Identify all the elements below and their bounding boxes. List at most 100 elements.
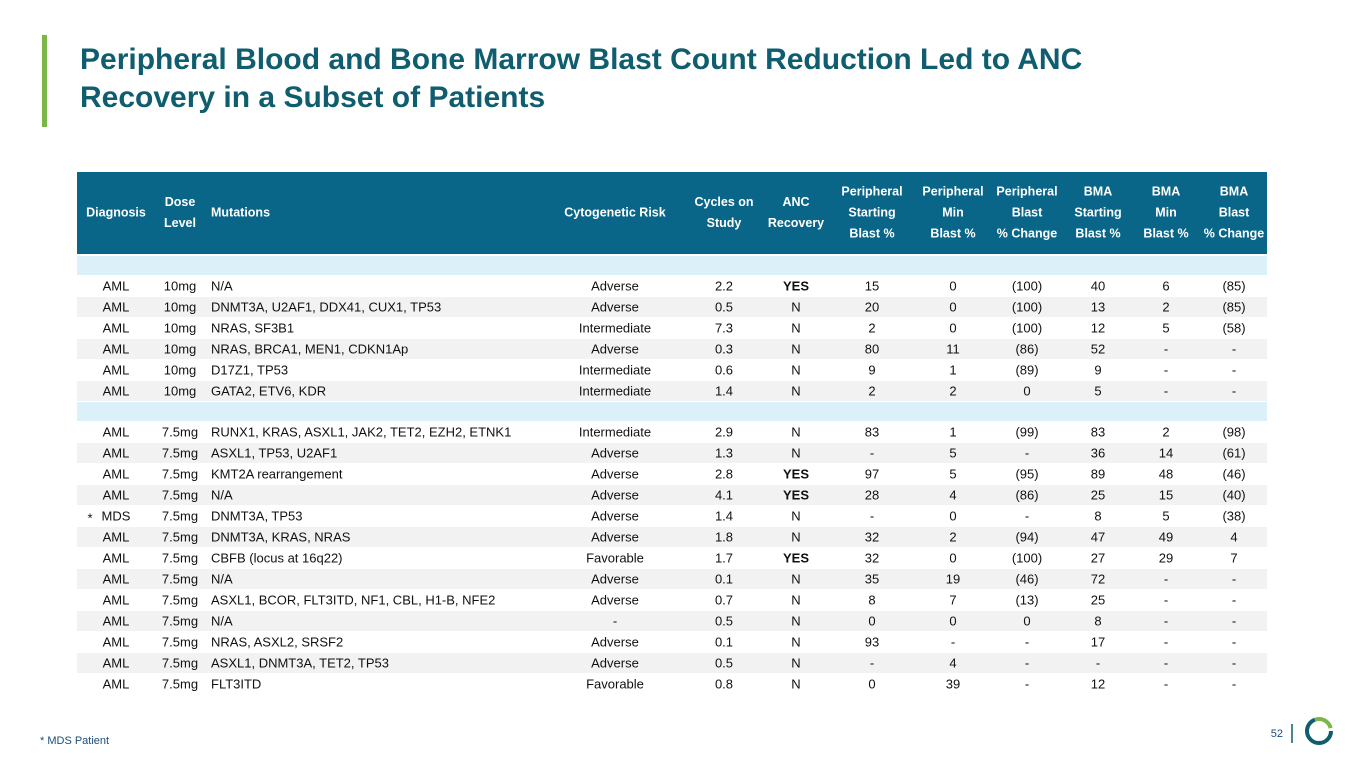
table-cell: Adverse [591, 655, 639, 670]
table-cell: 8 [868, 592, 875, 607]
table-cell: 1 [949, 362, 956, 377]
table-cell: N/A [211, 278, 233, 293]
row-shade [77, 485, 1267, 505]
table-cell: 83 [865, 424, 879, 439]
table-cell: N/A [211, 487, 233, 502]
table-cell: 47 [1091, 529, 1105, 544]
table-cell: YES [783, 278, 809, 293]
table-cell: 40 [1091, 278, 1105, 293]
column-header: Level [164, 216, 196, 230]
table-cell: AML [103, 655, 130, 670]
table-cell: 36 [1091, 445, 1105, 460]
table-cell: Intermediate [579, 383, 651, 398]
table-cell: 10mg [164, 320, 197, 335]
table-cell: - [1164, 676, 1168, 691]
table-cell: - [951, 634, 955, 649]
table-header-bg [77, 172, 1267, 254]
table-cell: (38) [1222, 508, 1245, 523]
table-cell: 0 [949, 550, 956, 565]
table-cell: 2.2 [715, 278, 733, 293]
title-line: Recovery in a Subset of Patients [80, 81, 545, 114]
table-cell: AML [103, 634, 130, 649]
table-cell: 7.5mg [162, 529, 198, 544]
table-cell: N [791, 362, 800, 377]
table-cell: 1.7 [715, 550, 733, 565]
table-cell: (40) [1222, 487, 1245, 502]
table-cell: 7.5mg [162, 550, 198, 565]
table-cell: YES [783, 487, 809, 502]
table-cell: 7.5mg [162, 613, 198, 628]
row-shade [77, 381, 1267, 401]
table-cell: 4.1 [715, 487, 733, 502]
table-cell: (100) [1012, 320, 1042, 335]
table-cell: 4 [949, 487, 956, 502]
table-cell: 7.5mg [162, 592, 198, 607]
row-shade [77, 653, 1267, 673]
table-cell: - [870, 655, 874, 670]
table-cell: 97 [865, 466, 879, 481]
column-header: Blast % [849, 226, 894, 240]
table-cell: 4 [1230, 529, 1237, 544]
table-cell: N [791, 529, 800, 544]
column-header: Starting [848, 205, 895, 219]
table-cell: 0.5 [715, 655, 733, 670]
table-cell: - [1164, 634, 1168, 649]
table-cell: 9 [1094, 362, 1101, 377]
table-cell: 20 [865, 299, 879, 314]
column-header: BMA [1220, 184, 1248, 198]
table-cell: 8 [1094, 508, 1101, 523]
table-cell: AML [103, 362, 130, 377]
table-cell: N/A [211, 613, 233, 628]
table-cell: 2 [868, 320, 875, 335]
table-cell: - [1232, 383, 1236, 398]
table-cell: 27 [1091, 550, 1105, 565]
table: Diagnosis Dose Level Mutations Cytogenetic R… [77, 184, 1267, 691]
table-cell: 49 [1159, 529, 1173, 544]
table-cell: 52 [1091, 341, 1105, 356]
table-cell: (86) [1015, 341, 1038, 356]
table-cell: (100) [1012, 299, 1042, 314]
table-cell: 1.4 [715, 383, 733, 398]
column-header: Blast [1219, 205, 1250, 219]
table-cell: KMT2A rearrangement [211, 466, 343, 481]
table-cell: N [791, 676, 800, 691]
table-cell: 0.6 [715, 362, 733, 377]
table-cell: N [791, 445, 800, 460]
table-cell: 5 [949, 466, 956, 481]
column-header: Recovery [768, 216, 824, 230]
table-cell: 7.5mg [162, 655, 198, 670]
table-cell: Adverse [591, 341, 639, 356]
table-cell: N [791, 613, 800, 628]
table-cell: - [1025, 676, 1029, 691]
table-cell: AML [103, 592, 130, 607]
table-cell: 2 [1162, 424, 1169, 439]
table-cell: 17 [1091, 634, 1105, 649]
table-cell: (13) [1015, 592, 1038, 607]
table-cell: AML [103, 676, 130, 691]
table-cell: (85) [1222, 299, 1245, 314]
table-cell: - [1164, 362, 1168, 377]
table-cell: (89) [1015, 362, 1038, 377]
table-cell: 7 [1230, 550, 1237, 565]
table-cell: 2.9 [715, 424, 733, 439]
table-cell: (46) [1015, 571, 1038, 586]
table-cell: FLT3ITD [211, 676, 261, 691]
table-cell: 0 [949, 299, 956, 314]
table-cell: (58) [1222, 320, 1245, 335]
table-cell: NRAS, ASXL2, SRSF2 [211, 634, 343, 649]
table-cell: NRAS, BRCA1, MEN1, CDKN1Ap [211, 341, 408, 356]
table-cell: 7.3 [715, 320, 733, 335]
table-cell: AML [103, 299, 130, 314]
table-cell: 15 [865, 278, 879, 293]
table-cell: - [1164, 592, 1168, 607]
table-cell: N [791, 424, 800, 439]
table-cell: 2.8 [715, 466, 733, 481]
table-cell: (94) [1015, 529, 1038, 544]
table-cell: (46) [1222, 466, 1245, 481]
table-cell: N [791, 655, 800, 670]
table-cell: - [1025, 655, 1029, 670]
table-cell: 25 [1091, 487, 1105, 502]
table-cell: 7.5mg [162, 508, 198, 523]
column-header: Blast % [930, 226, 975, 240]
